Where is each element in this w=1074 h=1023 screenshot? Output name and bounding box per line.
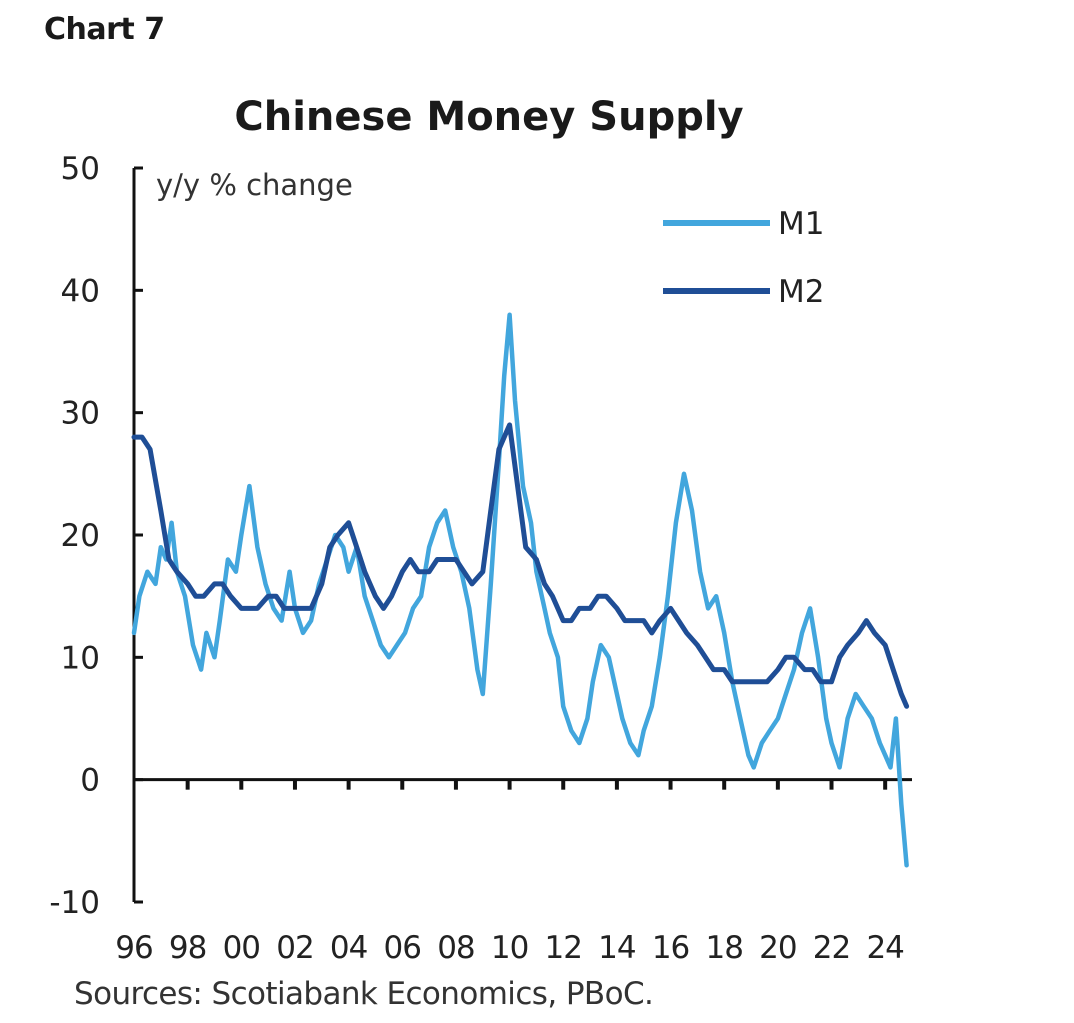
x-tick-label: 14 bbox=[598, 930, 635, 966]
x-tick-label: 10 bbox=[491, 930, 528, 966]
legend: M1 M2 bbox=[663, 206, 824, 310]
chart-label: Chart 7 bbox=[44, 12, 165, 47]
legend-label-m2: M2 bbox=[778, 274, 824, 310]
x-tick-label: 18 bbox=[705, 930, 742, 966]
y-tick-label: 50 bbox=[61, 151, 100, 187]
series-layer bbox=[131, 312, 910, 868]
x-tick-label: 04 bbox=[330, 930, 367, 966]
x-tick-label: 00 bbox=[223, 930, 260, 966]
legend-label-m1: M1 bbox=[778, 206, 824, 242]
x-tick-label: 20 bbox=[759, 930, 796, 966]
x-tick-label: 12 bbox=[545, 930, 582, 966]
x-tick-label: 24 bbox=[866, 930, 903, 966]
y-tick-label: 30 bbox=[61, 396, 100, 432]
series-line-m1 bbox=[131, 312, 909, 868]
x-tick-label: 16 bbox=[652, 930, 689, 966]
axes: 50 40 30 20 10 0 -10 96 98 00 02 04 06 08 10 12 14 16 18 20… bbox=[49, 151, 912, 966]
y-axis-label: y/y % change bbox=[156, 168, 353, 202]
chart-title: Chinese Money Supply bbox=[234, 94, 743, 140]
y-tick-label: -10 bbox=[49, 885, 100, 921]
y-tick-label: 40 bbox=[61, 273, 100, 309]
y-tick-label: 0 bbox=[80, 763, 100, 799]
x-tick-label: 02 bbox=[276, 930, 313, 966]
y-tick-label: 20 bbox=[61, 518, 100, 554]
y-tick-label: 10 bbox=[61, 640, 100, 676]
x-tick-label: 22 bbox=[813, 930, 850, 966]
x-tick-label: 06 bbox=[384, 930, 421, 966]
x-tick-label: 96 bbox=[115, 930, 152, 966]
source-note: Sources: Scotiabank Economics, PBoC. bbox=[74, 976, 654, 1012]
x-tick-label: 08 bbox=[437, 930, 474, 966]
series-line-m2 bbox=[131, 422, 910, 709]
x-tick-label: 98 bbox=[169, 930, 206, 966]
line-chart: Chinese Money Supply y/y % change 50 40 30… bbox=[49, 94, 912, 966]
